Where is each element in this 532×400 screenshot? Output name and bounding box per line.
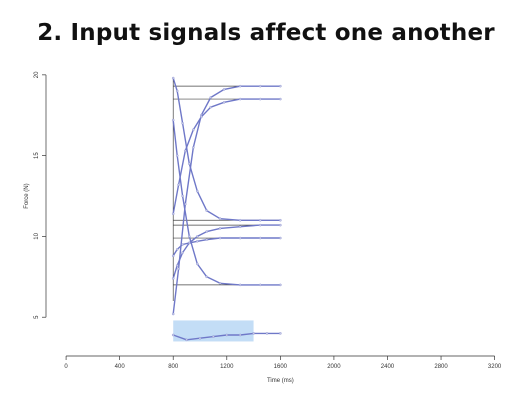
series-point (192, 128, 195, 132)
series-point (171, 76, 175, 80)
series-point (177, 267, 180, 270)
series-point (177, 183, 180, 186)
series-point (175, 154, 179, 157)
series-point (205, 230, 208, 233)
series-point (188, 241, 191, 245)
series-point (171, 254, 175, 258)
series-point (185, 338, 188, 342)
series-point (171, 212, 175, 216)
x-tick-label: 3200 (488, 364, 502, 370)
x-ticks: 0 400 800 1200 1600 2000 2400 2800 3200 (64, 356, 502, 370)
series-point (181, 122, 184, 125)
series-point (279, 332, 282, 335)
highlight-layer (173, 320, 254, 342)
y-ticks: 5 10 15 20 (34, 71, 46, 319)
series-point (238, 333, 242, 337)
series-point (196, 235, 199, 238)
series-point (212, 335, 215, 338)
series-point (222, 101, 226, 104)
series-point (188, 162, 191, 165)
series-point (192, 146, 195, 149)
series-line (172, 85, 281, 315)
series-point (205, 275, 208, 279)
series-point (196, 240, 199, 243)
series-point (184, 149, 187, 153)
y-axis-label: Force (N) (24, 183, 30, 208)
series-point (209, 96, 212, 99)
series-point (218, 227, 222, 230)
series-point (175, 248, 179, 251)
series-point (259, 283, 262, 287)
series-point (279, 219, 282, 222)
series-point (265, 332, 269, 335)
series-point (196, 189, 199, 193)
x-tick-label: 2800 (434, 364, 448, 370)
series-point (279, 84, 282, 88)
axes (45, 74, 495, 357)
x-axis-label: Time (ms) (267, 378, 294, 384)
series-line (172, 237, 281, 257)
series-point (205, 209, 208, 212)
series-point (279, 283, 282, 287)
y-tick-label: 10 (34, 232, 40, 239)
series-point (238, 236, 242, 240)
series-point (259, 223, 262, 227)
series-point (181, 243, 184, 246)
series-point (259, 236, 262, 240)
x-tick-label: 800 (168, 364, 179, 370)
highlight-region (173, 320, 254, 342)
x-tick-label: 2400 (381, 364, 395, 370)
y-tick-label: 15 (34, 152, 40, 159)
series-point (218, 282, 222, 285)
series-point (238, 283, 242, 287)
series-point (259, 97, 262, 101)
series-layer (171, 76, 282, 342)
series-point (238, 84, 242, 88)
series-line (172, 119, 281, 286)
x-tick-label: 0 (64, 364, 68, 370)
x-tick-label: 1200 (220, 364, 234, 370)
series-point (238, 225, 242, 228)
series-point (181, 251, 184, 254)
series-point (196, 262, 199, 266)
series-point (200, 115, 203, 119)
target-lines (172, 78, 281, 302)
series-point (198, 336, 202, 340)
series-point (205, 238, 208, 241)
y-tick-label: 5 (34, 315, 40, 319)
series-point (171, 312, 175, 316)
series-point (279, 223, 282, 227)
series-point (171, 277, 175, 280)
series-point (181, 194, 184, 198)
series-point (225, 333, 229, 337)
series-point (222, 88, 226, 91)
series-point (279, 236, 282, 240)
series-point (259, 84, 262, 88)
series-line (172, 98, 281, 215)
series-point (209, 105, 212, 109)
series-point (175, 89, 179, 93)
series-point (218, 217, 222, 220)
x-tick-label: 2000 (327, 364, 341, 370)
series-line (172, 224, 281, 280)
series-point (171, 118, 175, 122)
series-point (259, 219, 262, 222)
x-tick-label: 1600 (274, 364, 288, 370)
slide-title: 2. Input signals affect one another (37, 20, 495, 46)
series-point (171, 333, 175, 337)
series-point (279, 97, 282, 101)
series-line (172, 77, 281, 221)
series-point (252, 332, 255, 335)
series-point (238, 219, 242, 222)
series-point (175, 264, 179, 267)
x-tick-label: 400 (115, 364, 126, 370)
series-point (238, 97, 242, 101)
series-point (218, 236, 222, 240)
y-tick-label: 20 (34, 71, 40, 78)
series-point (188, 235, 191, 238)
